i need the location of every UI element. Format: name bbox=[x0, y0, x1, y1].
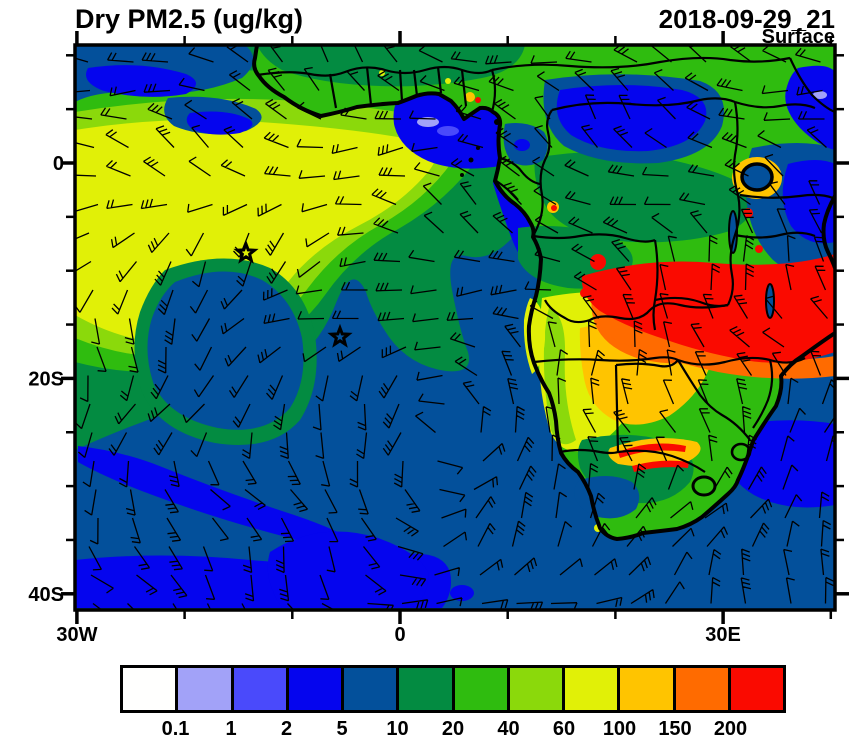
map-plot-area bbox=[75, 45, 835, 610]
sahel-yellow-dot bbox=[445, 78, 451, 84]
island-star-markers bbox=[233, 239, 353, 348]
angola-red-spot bbox=[580, 288, 590, 298]
tick-label: 40S bbox=[28, 584, 64, 606]
tick-label: 0 bbox=[53, 153, 64, 175]
nigeria-red-dot bbox=[475, 97, 481, 103]
colorbar-boundary-label: 100 bbox=[602, 718, 637, 740]
africa-coastline bbox=[252, 45, 835, 541]
sa-navy-patch bbox=[574, 475, 640, 519]
map-frame bbox=[73, 43, 837, 612]
datetime-label: 2018-09-29_21 bbox=[658, 4, 835, 34]
kenya-blue bbox=[782, 160, 835, 244]
ocean-nw-blue1 bbox=[86, 65, 196, 97]
level-label: Surface bbox=[761, 26, 835, 48]
colorbar-boundary-label: 150 bbox=[658, 718, 692, 740]
island-annobon bbox=[460, 173, 464, 177]
colorbar-boundary-label: 5 bbox=[336, 718, 348, 740]
colorbar-boundary-label: 10 bbox=[386, 718, 409, 740]
congo-red-dot bbox=[551, 205, 557, 211]
colorbar-cell bbox=[565, 668, 621, 710]
page-title: Dry PM2.5 (ug/kg) bbox=[75, 4, 304, 34]
cameroon-blue-dot bbox=[514, 139, 530, 151]
lake-malawi bbox=[765, 283, 775, 319]
colorbar-boundary-label: 60 bbox=[552, 718, 576, 740]
tick-label: 30E bbox=[705, 624, 741, 646]
colorbar-cell bbox=[675, 668, 731, 710]
colorbar-cell bbox=[344, 668, 400, 710]
nigeria-gold-dot bbox=[465, 92, 475, 102]
tick-label: 0 bbox=[394, 624, 405, 646]
colorbar-cell bbox=[454, 668, 510, 710]
bottom-blue-dot bbox=[450, 585, 474, 601]
axis-tick-labels: 30W 0 30E 0 20S 40S bbox=[28, 153, 740, 646]
colorbar-boundary-label: 0.1 bbox=[161, 718, 190, 740]
colorbar-cell bbox=[730, 668, 783, 710]
colorbar-cell bbox=[399, 668, 455, 710]
island-bioko bbox=[494, 119, 500, 125]
colorbar-labels: 0.1 1 2 5 10 20 40 60 100 150 200 bbox=[120, 718, 786, 746]
colorbar-cell bbox=[123, 668, 179, 710]
colorbar-cell bbox=[233, 668, 289, 710]
colorbar-cell bbox=[509, 668, 565, 710]
namibia-coast-yellowgreen bbox=[543, 308, 576, 445]
colorbar-boundary-label: 40 bbox=[497, 718, 520, 740]
sa-red-streak bbox=[632, 460, 689, 472]
tick-label: 30W bbox=[56, 624, 97, 646]
colorbar-boundary-label: 2 bbox=[280, 718, 293, 740]
lake-victoria bbox=[740, 162, 774, 192]
ne-lavender-dot bbox=[813, 91, 827, 99]
colorbar-boundary-label: 200 bbox=[713, 718, 748, 740]
congo-basin-seagreen bbox=[534, 152, 755, 243]
sw-blue-streak bbox=[78, 446, 352, 544]
colorbar-cell bbox=[620, 668, 676, 710]
lake-red-spot bbox=[755, 245, 763, 253]
angola-red-spot bbox=[590, 254, 606, 270]
map-canvas: 30W 0 30E 0 20S 40S bbox=[28, 31, 849, 646]
ocean-navy-hook bbox=[147, 271, 304, 430]
colorbar-cell bbox=[288, 668, 344, 710]
ne-corner-blue bbox=[785, 65, 835, 150]
island-star-marker bbox=[327, 323, 353, 348]
island-star-marker bbox=[233, 239, 259, 264]
colorbar-boundary-label: 1 bbox=[225, 718, 237, 740]
bottom-blue-blob bbox=[267, 531, 429, 608]
island-saotome bbox=[468, 157, 474, 163]
colorbar-cell bbox=[178, 668, 234, 710]
ndrc-blue bbox=[556, 85, 707, 152]
gulf-violet-patch bbox=[437, 126, 459, 136]
colorbar-boundary-label: 20 bbox=[441, 718, 465, 740]
colorbar bbox=[120, 665, 786, 713]
tick-label: 20S bbox=[28, 368, 64, 390]
